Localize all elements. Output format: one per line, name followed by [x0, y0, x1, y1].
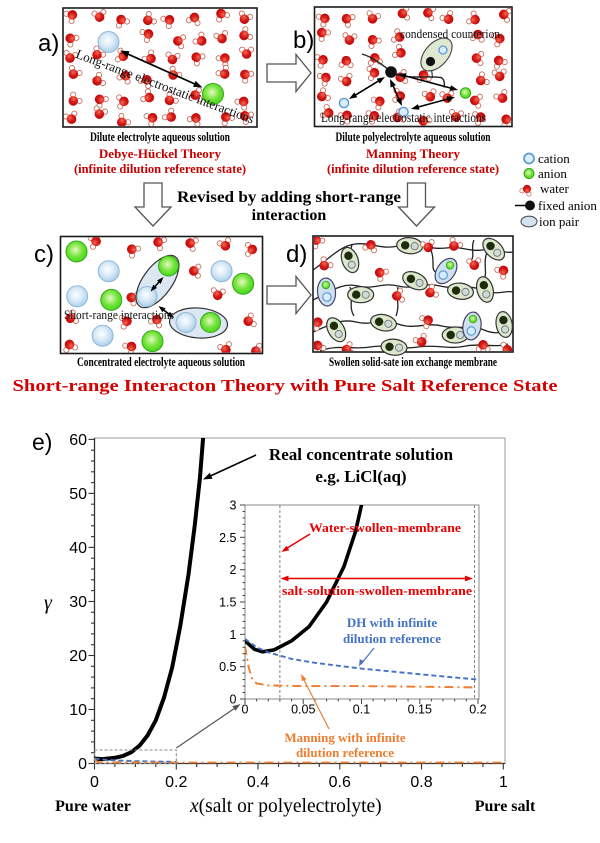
svg-text:Short-range interactions: Short-range interactions	[64, 308, 174, 322]
svg-text:0.05: 0.05	[291, 703, 315, 717]
svg-text:Revised by adding short-range: Revised by adding short-range	[177, 189, 401, 206]
svg-text:Pure water: Pure water	[55, 798, 131, 815]
svg-text:Long-range electrostatic inter: Long-range electrostatic interactions	[321, 110, 486, 125]
svg-text:0.8: 0.8	[410, 774, 432, 791]
svg-text:anion: anion	[538, 166, 567, 181]
svg-text:Debye-Hückel Theory: Debye-Hückel Theory	[99, 146, 222, 161]
svg-text:50: 50	[69, 486, 87, 503]
svg-text:salt-solution-swollen-membrane: salt-solution-swollen-membrane	[282, 583, 472, 598]
svg-text:0.15: 0.15	[408, 703, 432, 717]
svg-text:d): d)	[286, 241, 307, 268]
svg-text:0: 0	[90, 774, 99, 791]
svg-text:Dilute polyelectrolyte aqueous: Dilute polyelectrolyte aqueous solution	[336, 130, 491, 144]
svg-text:fixed anion: fixed anion	[538, 198, 597, 213]
svg-text:e.g. LiCl(aq): e.g. LiCl(aq)	[315, 467, 406, 486]
svg-text:10: 10	[69, 702, 87, 719]
svg-text:interaction: interaction	[252, 207, 327, 224]
svg-text:3: 3	[230, 499, 237, 513]
svg-text:dilution reference: dilution reference	[343, 631, 441, 646]
svg-text:Water-swollen-membrane: Water-swollen-membrane	[309, 520, 461, 535]
svg-text:Manning with infinite: Manning with infinite	[284, 730, 406, 745]
svg-text:dilution reference: dilution reference	[296, 745, 394, 760]
svg-text:ion pair: ion pair	[539, 214, 580, 229]
svg-text:30: 30	[69, 594, 87, 611]
svg-text:γ: γ	[44, 592, 53, 614]
svg-text:0.2: 0.2	[469, 703, 486, 717]
svg-text:Swollen solid-sate ion exchang: Swollen solid-sate ion exchange membrane	[329, 355, 497, 369]
svg-text:0: 0	[242, 703, 249, 717]
svg-text:Short-range Interacton Theory: Short-range Interacton Theory with Pure …	[13, 376, 558, 395]
svg-text:1: 1	[499, 774, 508, 791]
svg-text:Real concentrate solution: Real concentrate solution	[269, 445, 454, 464]
svg-text:(infinite dilution reference s: (infinite dilution reference state)	[327, 162, 499, 176]
svg-text:e): e)	[32, 429, 52, 455]
svg-text:water: water	[540, 181, 570, 196]
svg-text:Pure salt: Pure salt	[475, 798, 536, 815]
svg-text:0: 0	[78, 756, 87, 773]
svg-text:DH with infinite: DH with infinite	[347, 615, 438, 630]
svg-text:condensed counterion: condensed counterion	[400, 27, 501, 41]
svg-text:Dilute electrolyte aqueous sol: Dilute electrolyte aqueous solution	[90, 130, 230, 144]
svg-text:0: 0	[230, 693, 237, 707]
svg-text:1.5: 1.5	[219, 596, 236, 610]
svg-text:0.2: 0.2	[165, 774, 187, 791]
svg-text:c): c)	[34, 241, 54, 268]
svg-text:Concentrated electrolyte aqueo: Concentrated electrolyte aqueous solutio…	[77, 355, 245, 369]
svg-text:2: 2	[230, 563, 237, 577]
svg-text:2.5: 2.5	[219, 531, 236, 545]
svg-text:Manning Theory: Manning Theory	[366, 146, 461, 161]
svg-text:a): a)	[38, 30, 59, 57]
svg-text:20: 20	[69, 648, 87, 665]
svg-text:40: 40	[69, 540, 87, 557]
svg-text:cation: cation	[538, 151, 570, 166]
svg-text:0.6: 0.6	[329, 774, 351, 791]
svg-text:(infinite dilution reference s: (infinite dilution reference state)	[74, 162, 246, 176]
svg-text:x(salt or polyelectrolyte): x(salt or polyelectrolyte)	[189, 796, 382, 817]
svg-text:60: 60	[69, 432, 87, 449]
svg-text:0.4: 0.4	[247, 774, 269, 791]
svg-text:b): b)	[293, 27, 314, 54]
svg-text:0.5: 0.5	[219, 660, 236, 674]
svg-text:0.1: 0.1	[353, 703, 370, 717]
svg-text:1: 1	[230, 628, 237, 642]
